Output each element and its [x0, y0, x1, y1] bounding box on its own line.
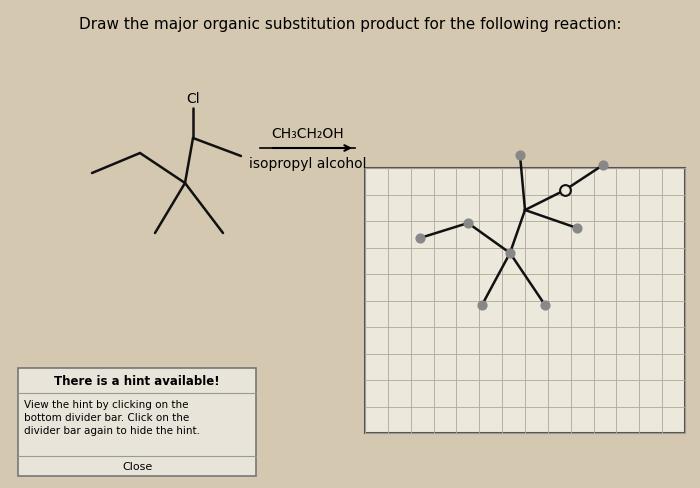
- Point: [414, 235, 426, 243]
- Text: CH₃CH₂OH: CH₃CH₂OH: [271, 127, 344, 141]
- Text: Cl: Cl: [186, 92, 200, 106]
- Point: [571, 224, 582, 232]
- Point: [597, 162, 608, 169]
- Text: Draw the major organic substitution product for the following reaction:: Draw the major organic substitution prod…: [79, 17, 622, 32]
- Text: isopropyl alcohol: isopropyl alcohol: [248, 157, 366, 171]
- Text: View the hint by clicking on the
bottom divider bar. Click on the
divider bar ag: View the hint by clicking on the bottom …: [24, 399, 200, 435]
- Text: There is a hint available!: There is a hint available!: [54, 374, 220, 387]
- Text: Close: Close: [122, 461, 152, 471]
- Bar: [365, 169, 685, 433]
- Point: [514, 152, 526, 160]
- Point: [477, 302, 488, 309]
- Point: [463, 220, 474, 227]
- Bar: [18, 368, 256, 476]
- Point: [540, 302, 551, 309]
- Point: [505, 249, 516, 257]
- Point: [559, 187, 570, 195]
